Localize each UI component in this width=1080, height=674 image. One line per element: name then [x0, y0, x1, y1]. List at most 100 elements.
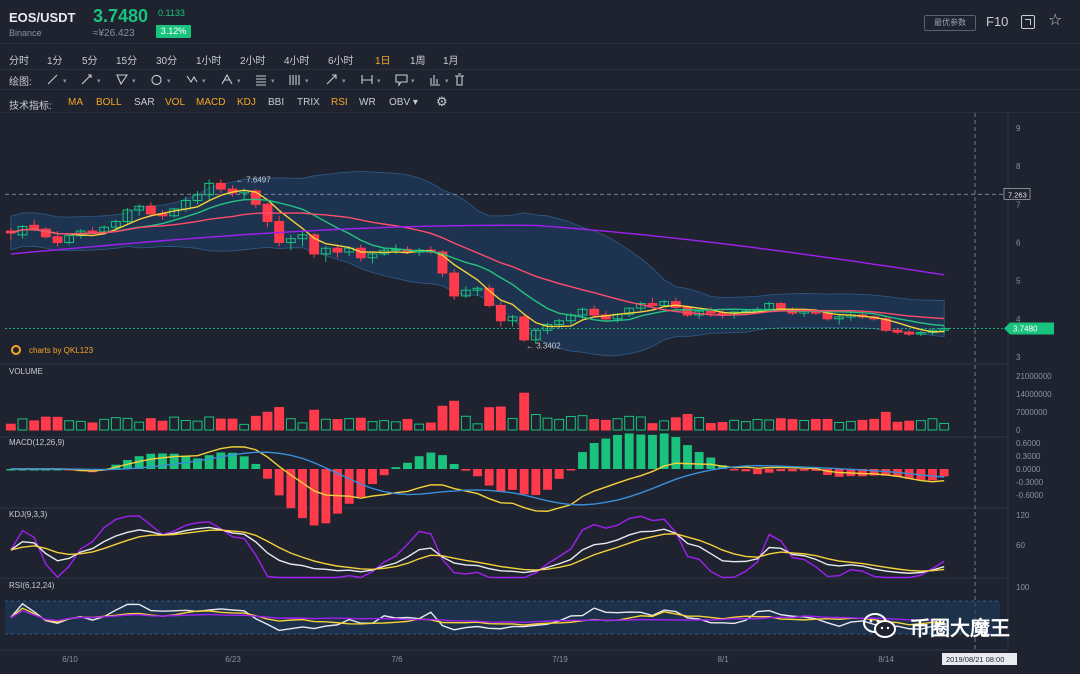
timeframe-1[interactable]: 1分 — [47, 56, 63, 67]
f10-button[interactable]: F10 — [986, 14, 1009, 29]
timeframe-0[interactable]: 分时 — [9, 56, 29, 67]
volume-bar-16 — [192, 420, 203, 431]
volume-bar-36 — [425, 422, 436, 431]
trash-icon[interactable] — [455, 73, 464, 86]
macd-hist-19 — [228, 452, 237, 469]
candle-43 — [507, 315, 518, 327]
price-chart[interactable]: 9 8 7 6 5 4 3 7.263 3.7480 ← 7.6497 ← 3.3402 charts… — [0, 113, 1080, 674]
crosshair-price-label: 7.263 — [1003, 187, 1031, 200]
indicator-boll[interactable]: BOLL — [96, 97, 122, 108]
x-tick-2: 7/6 — [391, 655, 403, 664]
pattern-tool-icon[interactable]: ▾ — [221, 73, 241, 85]
macd-hist-24 — [286, 469, 296, 509]
kdj-d-line — [10, 529, 945, 572]
volume-tick-2: 7000000 — [1016, 408, 1048, 417]
timeframe-2[interactable]: 5分 — [82, 56, 98, 67]
star-icon[interactable]: ☆ — [1048, 12, 1063, 29]
indicator-rsi[interactable]: RSI — [331, 97, 348, 108]
macd-hist-41 — [484, 469, 494, 486]
volume-bar-52 — [612, 418, 623, 431]
timeframe-5[interactable]: 1小时 — [196, 56, 222, 67]
optimal-params-button[interactable]: 最优参数 — [924, 15, 976, 31]
horizontal-lines-icon[interactable]: ▾ — [256, 75, 275, 86]
indicator-macd[interactable]: MACD — [196, 97, 226, 108]
fullscreen-icon[interactable] — [1021, 15, 1035, 29]
price-change: 0.1133 — [158, 8, 185, 18]
indicator-bbi[interactable]: BBI — [268, 97, 285, 108]
volume-bar-20 — [239, 423, 250, 431]
line-tool-icon[interactable]: ▾ — [47, 74, 67, 85]
volume-bar-19 — [227, 418, 238, 431]
measure-tool-icon[interactable]: ▾ — [361, 75, 381, 85]
macd-hist-67 — [788, 469, 797, 472]
circle-tool-icon[interactable]: ▾ — [151, 74, 171, 85]
volume-bar-17 — [204, 416, 215, 431]
indicator-wr[interactable]: WR — [359, 97, 376, 108]
volume-bar-26 — [309, 409, 320, 431]
candle-12 — [145, 202, 156, 216]
volume-bar-55 — [647, 423, 658, 431]
svg-text:▾: ▾ — [132, 78, 136, 85]
timeframe-7[interactable]: 4小时 — [284, 56, 310, 67]
indicator-vol[interactable]: VOL — [165, 97, 186, 108]
indicator-obv[interactable]: OBV ▾ — [389, 97, 418, 108]
volume-bar-64 — [752, 418, 763, 431]
macd-hist-58 — [683, 445, 692, 469]
rsi24-line — [10, 610, 945, 623]
volume-bar-73 — [857, 419, 868, 431]
arrow-tool-icon[interactable]: ▾ — [326, 74, 346, 85]
timeframe-8[interactable]: 6小时 — [328, 56, 354, 67]
triangle-tool-icon[interactable]: ▾ — [116, 74, 136, 86]
candle-27 — [320, 246, 331, 262]
timeframe-6[interactable]: 2小时 — [240, 56, 266, 67]
candle-25 — [297, 231, 308, 247]
macd-hist-38 — [449, 464, 459, 469]
timeframe-10[interactable]: 1周 — [410, 56, 426, 67]
volume-bar-11 — [134, 421, 145, 431]
macd-hist-25 — [298, 469, 307, 519]
drawing-toolbar: 绘图: ▾ ▾ ▾ ▾ ▾ ▾ ▾ ▾ ▾ ▾ ▾ ▾ — [0, 70, 1080, 90]
macd-hist-39 — [461, 469, 471, 471]
macd-hist-37 — [438, 455, 447, 469]
candle-10 — [122, 208, 133, 224]
macd-hist-4 — [53, 469, 62, 471]
volume-bar-14 — [169, 416, 180, 431]
candle-17 — [204, 179, 215, 201]
cny-price: ≈¥26.423 — [93, 28, 135, 39]
macd-hist-60 — [706, 457, 716, 469]
svg-text:▾: ▾ — [445, 78, 449, 85]
macd-hist-74 — [869, 469, 879, 476]
symbol-title[interactable]: EOS/USDT — [9, 10, 76, 25]
exchange-name: Binance — [9, 28, 42, 38]
macd-hist-3 — [41, 469, 51, 471]
timeframe-4[interactable]: 30分 — [156, 56, 178, 67]
ray-tool-icon[interactable]: ▾ — [81, 74, 101, 85]
macd-hist-36 — [426, 452, 436, 469]
indicator-ma[interactable]: MA — [68, 97, 83, 108]
svg-text:▾: ▾ — [202, 78, 206, 85]
macd-hist-30 — [356, 469, 366, 498]
volume-bar-70 — [822, 418, 833, 431]
candle-46 — [542, 322, 553, 335]
candle-78 — [915, 331, 926, 337]
candle-58 — [682, 305, 693, 317]
indicator-sar[interactable]: SAR — [134, 97, 155, 108]
comment-tool-icon[interactable]: ▾ — [395, 74, 415, 87]
vertical-lines-icon[interactable]: ▾ — [289, 75, 309, 85]
bar-chart-icon[interactable]: ▾ — [430, 75, 449, 86]
gear-icon[interactable]: ⚙ — [436, 94, 448, 109]
timeframe-11[interactable]: 1月 — [443, 56, 459, 67]
timeframe-3[interactable]: 15分 — [116, 56, 138, 67]
volume-bar-72 — [845, 420, 856, 431]
macd-hist-14 — [169, 453, 179, 469]
wave-tool-icon[interactable]: ▾ — [186, 75, 206, 85]
macd-hist-2 — [29, 469, 39, 471]
volume-bar-6 — [75, 420, 86, 431]
indicator-trix[interactable]: TRIX — [297, 97, 320, 108]
candle-38 — [449, 269, 460, 300]
wechat-icon — [863, 613, 896, 638]
crosshair-date-label: 2019/08/21 08:00 — [942, 653, 1017, 665]
candle-39 — [460, 286, 471, 298]
indicator-kdj[interactable]: KDJ — [237, 97, 256, 108]
timeframe-9[interactable]: 1日 — [375, 56, 391, 67]
